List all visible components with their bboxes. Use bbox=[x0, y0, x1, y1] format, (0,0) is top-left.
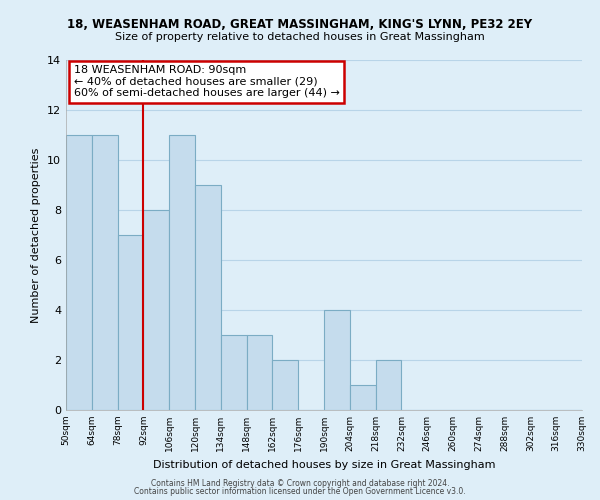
Bar bbox=[272, 360, 298, 410]
Text: Contains public sector information licensed under the Open Government Licence v3: Contains public sector information licen… bbox=[134, 487, 466, 496]
Bar bbox=[66, 135, 92, 410]
Bar bbox=[143, 210, 169, 410]
Text: 18, WEASENHAM ROAD, GREAT MASSINGHAM, KING'S LYNN, PE32 2EY: 18, WEASENHAM ROAD, GREAT MASSINGHAM, KI… bbox=[67, 18, 533, 30]
Bar bbox=[92, 135, 118, 410]
Bar bbox=[247, 335, 272, 410]
Text: Contains HM Land Registry data © Crown copyright and database right 2024.: Contains HM Land Registry data © Crown c… bbox=[151, 478, 449, 488]
X-axis label: Distribution of detached houses by size in Great Massingham: Distribution of detached houses by size … bbox=[153, 460, 495, 469]
Text: Size of property relative to detached houses in Great Massingham: Size of property relative to detached ho… bbox=[115, 32, 485, 42]
Y-axis label: Number of detached properties: Number of detached properties bbox=[31, 148, 41, 322]
Bar bbox=[376, 360, 401, 410]
Bar bbox=[350, 385, 376, 410]
Text: 18 WEASENHAM ROAD: 90sqm
← 40% of detached houses are smaller (29)
60% of semi-d: 18 WEASENHAM ROAD: 90sqm ← 40% of detach… bbox=[74, 66, 340, 98]
Bar bbox=[221, 335, 247, 410]
Bar bbox=[195, 185, 221, 410]
Bar bbox=[118, 235, 143, 410]
Bar bbox=[169, 135, 195, 410]
Bar bbox=[324, 310, 350, 410]
